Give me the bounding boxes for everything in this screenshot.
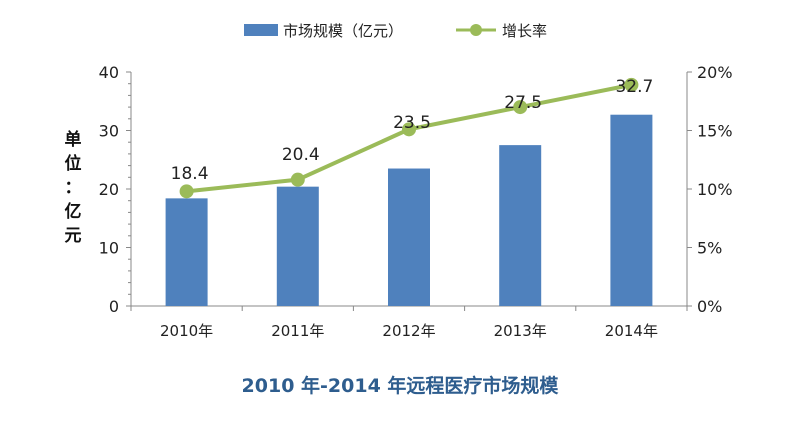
- left-tick-label: 10: [99, 239, 119, 258]
- y-axis-title-char: 单: [65, 129, 82, 150]
- growth-point-2014年: [624, 77, 639, 92]
- right-tick-label: 5%: [697, 239, 722, 258]
- left-tick-label: 0: [109, 297, 119, 316]
- right-tick-label: 0%: [697, 297, 722, 316]
- growth-point-2012年: [402, 122, 416, 137]
- left-tick-label: 20: [99, 180, 119, 199]
- x-tick-label: 2010年: [160, 322, 213, 340]
- right-tick-label: 20%: [697, 63, 733, 82]
- x-tick-label: 2014年: [605, 322, 658, 340]
- left-tick-label: 30: [99, 122, 119, 141]
- growth-point-2011年: [290, 172, 305, 187]
- growth-point-2010年: [179, 184, 194, 199]
- y-axis-title-char: ：: [65, 178, 82, 198]
- data-label: 18.4: [171, 164, 209, 184]
- bar-2011年: [276, 186, 319, 306]
- bar-2014年: [610, 114, 653, 306]
- data-label: 23.5: [393, 113, 431, 133]
- data-label: 20.4: [282, 145, 320, 165]
- bar-2012年: [388, 168, 430, 306]
- x-tick-label: 2012年: [382, 322, 435, 340]
- legend: 市场规模（亿元） 增长率: [244, 22, 547, 40]
- bar-2013年: [499, 145, 542, 306]
- left-tick-label: 40: [99, 63, 119, 82]
- y-axis-title: 单位 ： 亿元: [65, 129, 82, 246]
- y-axis-title-char: 元: [65, 226, 82, 246]
- data-label: 32.7: [615, 77, 653, 97]
- x-tick-label: 2011年: [271, 322, 324, 340]
- growth-point-2013年: [513, 100, 528, 115]
- y-axis-title-char: 亿: [65, 201, 82, 222]
- legend-line-label: 增长率: [502, 22, 547, 40]
- legend-line-marker: [470, 24, 482, 36]
- right-tick-label: 15%: [697, 122, 733, 141]
- y-axis-title-char: 位: [65, 153, 82, 174]
- right-tick-label: 10%: [697, 180, 733, 199]
- data-label: 27.5: [504, 93, 542, 113]
- bar-2010年: [165, 198, 208, 306]
- x-tick-label: 2013年: [494, 322, 547, 340]
- legend-bar-label: 市场规模（亿元）: [283, 22, 403, 40]
- legend-bar-swatch: [244, 24, 278, 36]
- chart-title: 2010 年-2014 年远程医疗市场规模: [242, 374, 560, 397]
